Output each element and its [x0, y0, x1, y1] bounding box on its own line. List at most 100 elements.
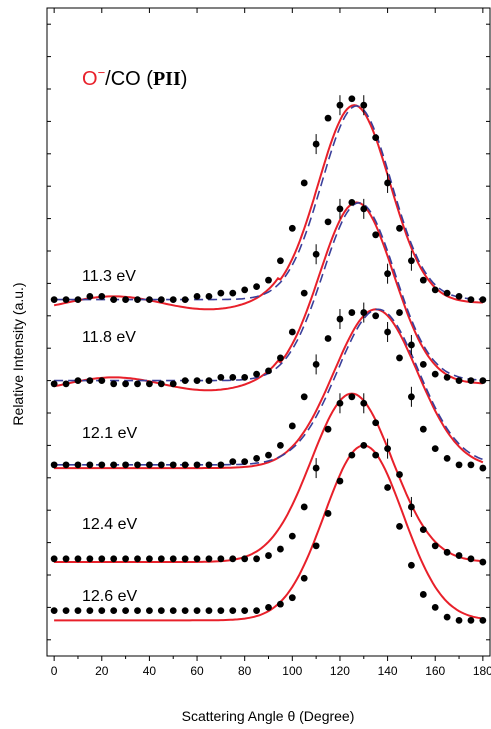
data-point	[431, 286, 439, 294]
annotation-close-paren: )	[181, 68, 188, 90]
data-point	[86, 555, 94, 563]
data-point	[169, 607, 177, 615]
data-point	[265, 276, 272, 284]
data-point	[146, 555, 153, 563]
data-point	[312, 464, 320, 472]
data-point	[288, 594, 296, 602]
data-point	[157, 555, 165, 563]
data-point	[324, 114, 332, 122]
data-point	[157, 461, 165, 469]
x-axis-ticks: 0 20 40 60 80 100 120 140 160 180	[51, 8, 491, 678]
data-point	[455, 616, 463, 624]
data-point	[360, 101, 368, 109]
data-point	[157, 607, 165, 615]
x-tick-label: 80	[238, 664, 252, 678]
data-point	[265, 552, 272, 559]
data-point	[360, 205, 368, 213]
data-point	[74, 607, 82, 615]
data-point	[408, 393, 415, 401]
data-point	[265, 604, 272, 611]
data-point	[229, 607, 237, 615]
data-point	[62, 461, 70, 469]
data-point	[169, 380, 177, 388]
data-point	[253, 454, 260, 462]
data-point	[431, 445, 439, 453]
data-point	[205, 555, 213, 563]
data-point	[241, 373, 249, 381]
data-point	[253, 607, 260, 615]
data-point	[110, 555, 118, 563]
data-point	[181, 607, 189, 615]
data-point	[50, 380, 58, 388]
data-point	[324, 425, 332, 433]
data-point	[443, 613, 451, 621]
data-point	[146, 380, 153, 388]
data-point	[86, 461, 94, 469]
data-point	[122, 461, 129, 469]
data-point	[265, 451, 272, 459]
data-point	[431, 604, 439, 611]
data-point	[372, 419, 380, 427]
data-point	[479, 616, 487, 624]
data-point	[419, 276, 427, 284]
data-point	[277, 545, 284, 553]
data-point	[193, 555, 201, 563]
data-point	[265, 367, 272, 375]
data-point	[277, 257, 284, 265]
data-point	[288, 532, 296, 540]
data-point	[336, 399, 344, 407]
series-label: 12.6 eV	[82, 588, 137, 605]
data-point	[146, 461, 153, 469]
data-point	[181, 555, 189, 563]
data-point	[181, 461, 189, 469]
data-point	[396, 224, 403, 232]
series-group: 11.3 eV	[50, 268, 487, 624]
series-label: 12.1 eV	[82, 425, 137, 442]
data-point	[98, 377, 106, 384]
data-point	[74, 377, 82, 384]
data-point	[50, 461, 58, 469]
data-point	[146, 607, 153, 615]
data-point	[122, 555, 129, 563]
anion-label: O	[82, 68, 98, 90]
data-point	[396, 354, 403, 362]
data-point	[408, 341, 415, 349]
data-point	[122, 607, 129, 615]
data-point	[408, 503, 415, 511]
data-point	[217, 607, 225, 615]
data-point	[98, 607, 106, 615]
data-point	[479, 377, 487, 384]
data-point	[300, 503, 308, 511]
data-point	[384, 445, 391, 453]
x-tick-label: 60	[190, 664, 204, 678]
data-point	[467, 616, 475, 624]
data-point	[86, 607, 94, 615]
data-point	[277, 442, 284, 449]
series-group: 12.6 eV	[50, 95, 487, 605]
series-group: 12.4 eV	[50, 198, 487, 533]
anion-charge: −	[98, 65, 106, 80]
data-point	[360, 309, 368, 316]
data-point	[50, 555, 58, 563]
data-point	[288, 422, 296, 430]
data-point	[348, 199, 356, 206]
data-point	[134, 461, 141, 469]
data-point	[241, 458, 249, 465]
data-point	[312, 361, 320, 368]
data-point	[181, 296, 189, 303]
data-point	[300, 393, 308, 401]
data-point	[360, 399, 368, 407]
data-point	[372, 312, 380, 320]
data-point	[146, 296, 153, 303]
x-tick-label: 100	[282, 664, 302, 678]
data-point	[110, 607, 118, 615]
data-point	[324, 218, 332, 226]
data-point	[479, 296, 487, 303]
data-point	[384, 179, 391, 187]
data-point	[372, 451, 380, 459]
data-point	[455, 552, 463, 559]
data-point	[419, 526, 427, 534]
data-point	[443, 289, 451, 297]
x-tick-label: 0	[51, 664, 58, 678]
